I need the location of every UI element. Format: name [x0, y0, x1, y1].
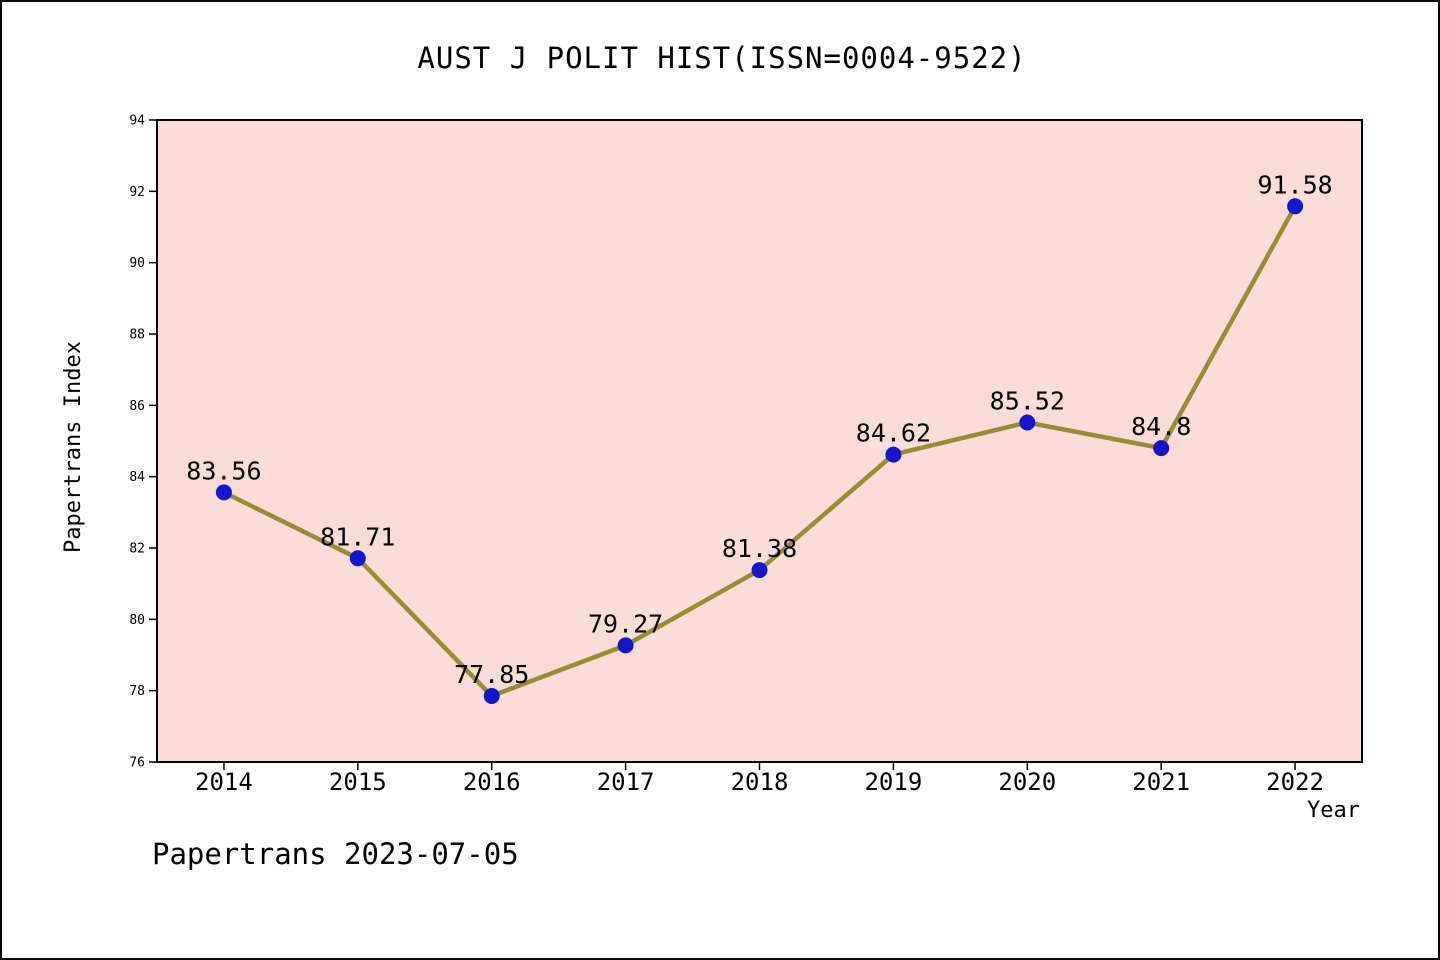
plot-layer: 76 78 80 82 84 86 88 90 92 94 2014 2015 2016 2017 2018… — [129, 114, 1363, 796]
data-point-label: 91.58 — [1257, 170, 1332, 199]
data-point — [349, 550, 366, 567]
y-tick-label: 88 — [129, 328, 145, 343]
y-tick-label: 78 — [129, 684, 145, 699]
footer-watermark: Papertrans 2023-07-05 — [152, 837, 519, 871]
y-tick-label: 80 — [129, 613, 145, 628]
data-point-label: 84.8 — [1131, 412, 1191, 441]
chart-title: AUST J POLIT HIST(ISSN=0004-9522) — [417, 41, 1026, 75]
x-tick-label: 2018 — [731, 768, 789, 796]
y-tick-label: 82 — [129, 542, 145, 557]
data-point — [751, 562, 768, 579]
data-point-label: 79.27 — [588, 609, 663, 638]
x-tick-label: 2019 — [864, 768, 922, 796]
data-point — [1019, 414, 1036, 431]
data-point — [885, 446, 902, 463]
data-point — [1287, 198, 1304, 215]
y-tick-label: 76 — [129, 756, 145, 771]
x-axis-label: Year — [1307, 798, 1360, 823]
x-tick-label: 2015 — [329, 768, 387, 796]
data-point-label: 77.85 — [454, 660, 529, 689]
data-point — [1153, 440, 1170, 457]
data-point — [215, 484, 232, 501]
y-tick-label: 92 — [129, 185, 145, 200]
data-point-label: 85.52 — [990, 387, 1065, 416]
y-tick-label: 84 — [129, 470, 145, 485]
x-tick-label: 2021 — [1132, 768, 1190, 796]
y-tick-label: 90 — [129, 256, 145, 271]
x-tick-label: 2014 — [195, 768, 253, 796]
x-tick-label: 2020 — [998, 768, 1056, 796]
y-axis-label: Papertrans Index — [61, 341, 86, 553]
data-point-label: 84.62 — [856, 419, 931, 448]
plot-border — [156, 119, 1363, 763]
x-tick-label: 2016 — [463, 768, 521, 796]
data-point-label: 83.56 — [186, 456, 261, 485]
data-point-label: 81.71 — [320, 522, 395, 551]
x-tick-label: 2022 — [1266, 768, 1324, 796]
y-tick-label: 86 — [129, 399, 145, 414]
x-tick-label: 2017 — [597, 768, 655, 796]
data-point — [617, 637, 634, 654]
data-point — [483, 688, 500, 704]
data-point-label: 81.38 — [722, 534, 797, 563]
y-tick-label: 94 — [129, 114, 145, 129]
